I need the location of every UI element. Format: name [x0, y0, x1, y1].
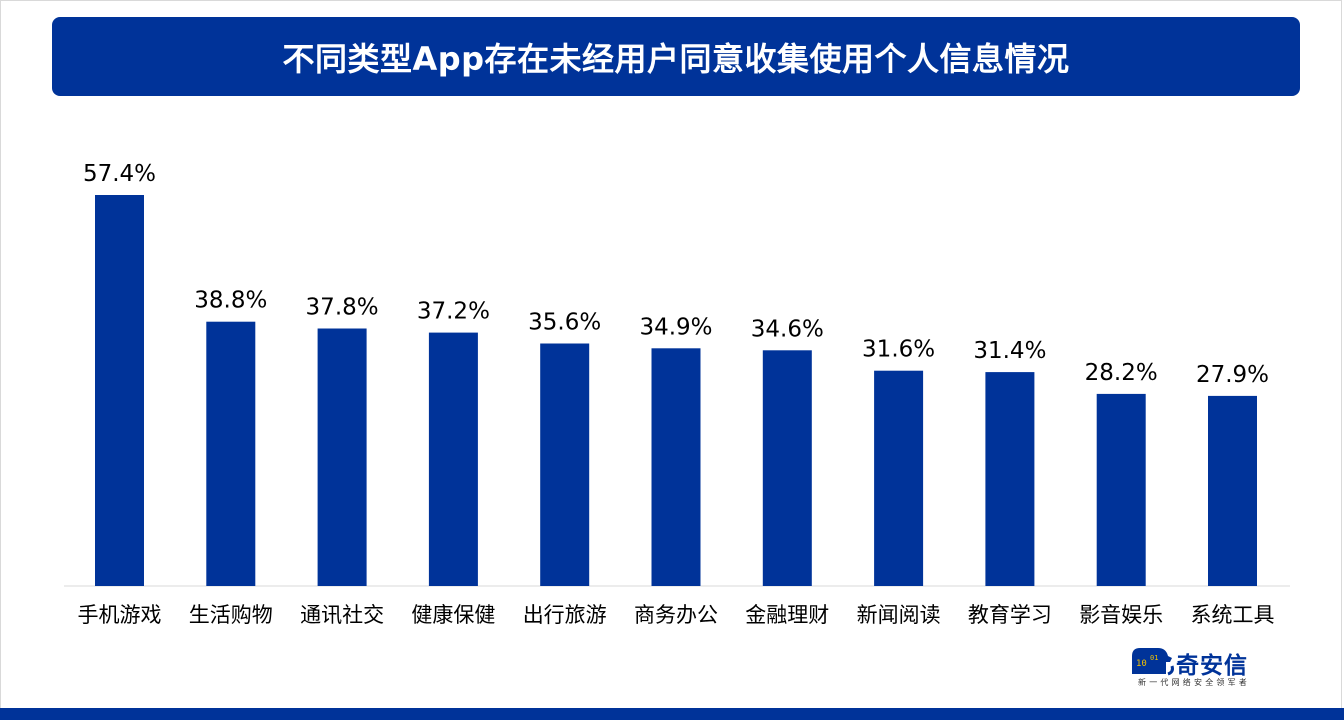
- svg-text:01: 01: [1150, 654, 1158, 662]
- data-label-9: 28.2%: [1085, 360, 1158, 386]
- data-label-4: 35.6%: [528, 310, 601, 336]
- bar-1: [206, 321, 256, 586]
- category-label-6: 金融理财: [745, 603, 829, 627]
- category-label-8: 教育学习: [968, 603, 1052, 627]
- bottom-strip: [0, 708, 1344, 720]
- category-label-7: 新闻阅读: [857, 603, 941, 627]
- data-label-7: 31.6%: [862, 337, 935, 363]
- bar-0: [95, 195, 144, 586]
- data-label-1: 38.8%: [194, 288, 267, 314]
- bar-chart: 57.4% 手机游戏 38.8% 生活购物 37.8% 通讯社交 37.2% 健康保健 35.6…: [64, 161, 1290, 627]
- bar-2: [317, 328, 367, 586]
- data-label-10: 27.9%: [1196, 362, 1269, 388]
- category-label-10: 系统工具: [1191, 603, 1275, 627]
- data-label-8: 31.4%: [973, 338, 1046, 364]
- category-label-2: 通讯社交: [300, 603, 384, 627]
- bar-3: [428, 332, 478, 586]
- logo-tagline: 新一代网络安全领军者: [1138, 678, 1250, 687]
- data-label-5: 34.9%: [639, 314, 712, 340]
- chart-title: 不同类型App存在未经用户同意收集使用个人信息情况: [282, 39, 1070, 78]
- category-label-4: 出行旅游: [523, 603, 607, 627]
- title-banner: 不同类型App存在未经用户同意收集使用个人信息情况: [52, 17, 1300, 96]
- svg-text:10: 10: [1136, 659, 1147, 669]
- brand-logo: 10 01 奇安信 新一代网络安全领军者: [1128, 644, 1288, 694]
- category-label-0: 手机游戏: [78, 603, 162, 627]
- category-label-1: 生活购物: [189, 603, 273, 627]
- category-label-3: 健康保健: [411, 603, 495, 627]
- bar-7: [874, 370, 924, 586]
- data-label-6: 34.6%: [751, 316, 824, 342]
- bar-6: [762, 350, 812, 586]
- bar-9: [1096, 393, 1146, 586]
- bar-10: [1208, 395, 1257, 586]
- data-label-0: 57.4%: [83, 161, 156, 187]
- category-label-5: 商务办公: [634, 603, 718, 627]
- logo-name: 奇安信: [1176, 653, 1248, 679]
- data-label-2: 37.8%: [306, 295, 379, 321]
- bar-5: [651, 348, 701, 586]
- bar-4: [540, 343, 590, 586]
- category-label-9: 影音娱乐: [1079, 603, 1163, 627]
- lion-logo-icon: 10 01: [1132, 648, 1174, 676]
- data-label-3: 37.2%: [417, 299, 490, 325]
- bar-8: [985, 372, 1035, 586]
